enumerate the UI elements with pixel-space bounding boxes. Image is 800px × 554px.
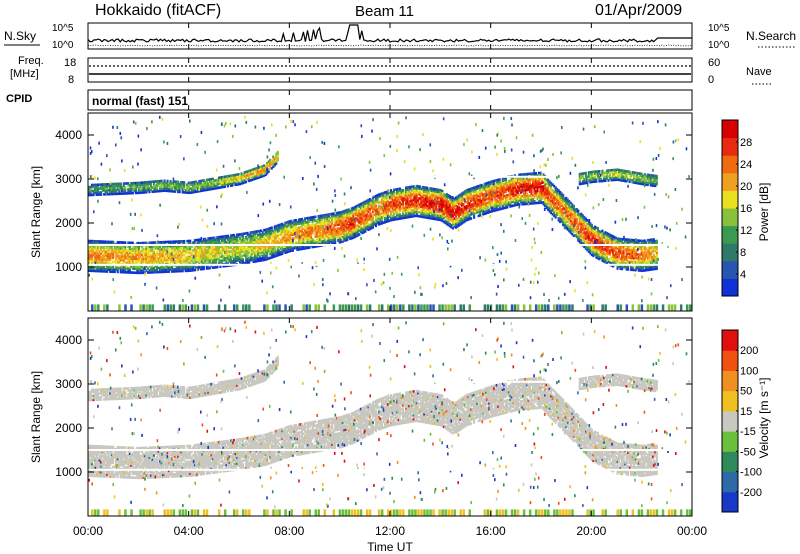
freq-tick-bottom: 8 [68, 74, 74, 86]
rti-plot: Hokkaido (fitACF) Beam 11 01/Apr/2009 N.… [0, 0, 800, 554]
power-cell [315, 216, 317, 219]
power-cell [358, 233, 360, 236]
power-cell [576, 218, 578, 221]
power-cell [189, 240, 191, 243]
noise-search-label: N.Search [746, 29, 796, 43]
power-cell [499, 178, 501, 181]
power-cell [375, 205, 377, 208]
noise-ytick-top-left: 10^5 [52, 23, 74, 34]
power-cell [124, 241, 126, 244]
noise-ytick-bottom-left: 10^0 [52, 40, 74, 51]
freq-tick-top: 18 [64, 57, 76, 69]
beam-label: Beam 11 [355, 3, 414, 20]
freq-label-line2: [MHz] [10, 68, 39, 80]
power-cell [573, 205, 575, 208]
noise-sky-label: N.Sky [4, 29, 36, 43]
freq-label-line1: Freq. [18, 55, 44, 67]
station-title: Hokkaido (fitACF) [95, 2, 221, 19]
noise-traces [88, 25, 692, 46]
power-cell [426, 187, 428, 190]
power-cell [370, 213, 372, 216]
power-cell [441, 190, 443, 193]
power-cell [372, 216, 374, 219]
power-cell [470, 217, 472, 220]
power-cell [562, 194, 564, 197]
noise-ytick-bottom-right: 10^0 [708, 40, 730, 51]
date-label: 01/Apr/2009 [595, 2, 682, 19]
nave-tick-top: 60 [708, 57, 720, 69]
nave-label: Nave [746, 66, 772, 78]
nave-tick-bottom: 0 [708, 74, 714, 86]
power-cell [419, 185, 421, 188]
power-cell [242, 258, 244, 261]
cpid-mode-text: normal (fast) 151 [92, 94, 188, 108]
power-cell [154, 241, 156, 244]
power-cell [183, 240, 185, 243]
power-cell [271, 226, 273, 229]
cpid-label: CPID [6, 93, 32, 105]
power-cell [462, 203, 464, 206]
noise-ytick-top-right: 10^5 [708, 23, 730, 34]
power-cell [539, 172, 541, 175]
power-cell [577, 210, 579, 213]
power-heatmap [88, 116, 692, 311]
